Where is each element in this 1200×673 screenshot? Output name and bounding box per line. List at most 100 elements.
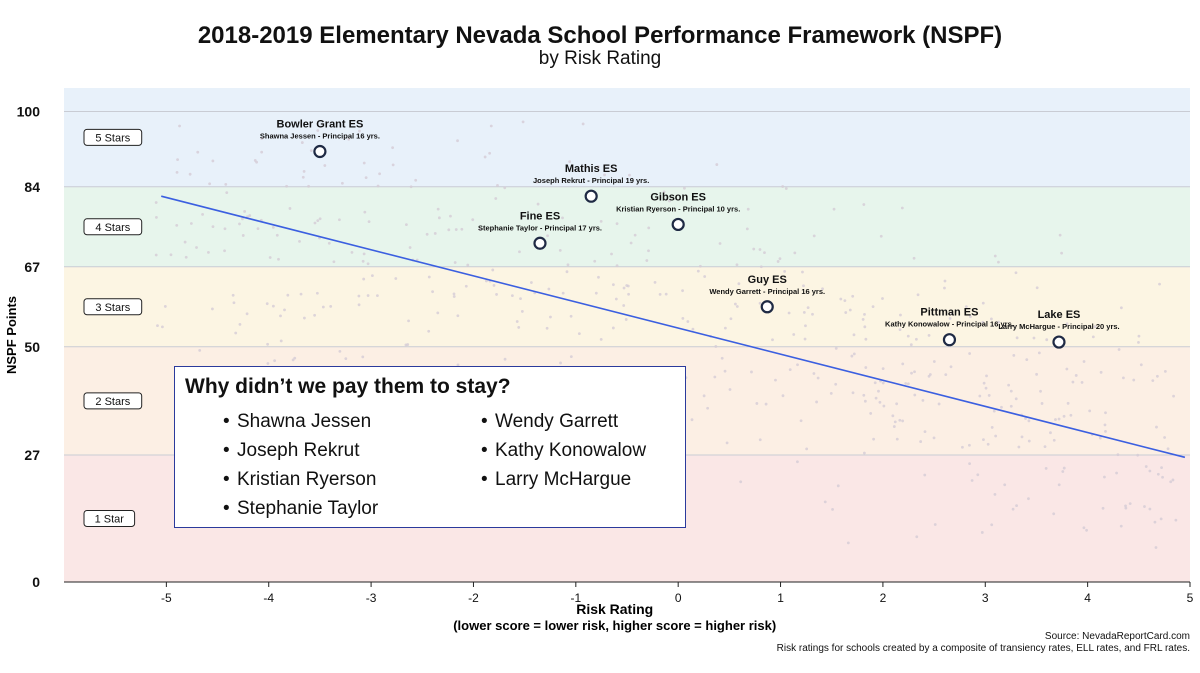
background-point — [968, 462, 971, 466]
background-point — [163, 305, 167, 308]
background-point — [329, 304, 333, 308]
background-point — [484, 279, 488, 283]
background-point — [1124, 506, 1128, 510]
background-point — [864, 366, 868, 369]
background-point — [633, 233, 637, 237]
background-point — [781, 185, 785, 188]
background-point — [703, 275, 707, 278]
background-point — [968, 443, 971, 447]
background-point — [253, 159, 257, 162]
background-point — [879, 234, 883, 238]
background-point — [923, 473, 927, 477]
background-point — [627, 292, 630, 296]
background-point — [910, 371, 913, 375]
background-point — [569, 314, 573, 318]
background-point — [873, 381, 877, 385]
background-point — [1143, 505, 1146, 508]
background-point — [521, 120, 525, 124]
background-point — [821, 287, 824, 291]
background-point — [452, 292, 456, 296]
principal-label: Kristian Ryerson - Principal 10 yrs. — [616, 204, 740, 213]
background-point — [943, 279, 947, 283]
background-point — [978, 394, 982, 398]
background-point — [806, 306, 810, 310]
school-point — [1052, 335, 1066, 349]
background-point — [1128, 502, 1132, 506]
background-point — [1103, 475, 1106, 479]
background-point — [872, 437, 876, 441]
background-point — [803, 337, 807, 341]
band-label: 1 Star — [95, 513, 125, 525]
background-point — [1116, 453, 1120, 457]
background-point — [981, 320, 985, 324]
background-point — [645, 259, 649, 262]
background-point — [1069, 413, 1073, 417]
x-tick-label: 0 — [675, 591, 682, 605]
footnote: Risk ratings for schools created by a co… — [776, 643, 1190, 654]
background-point — [1132, 378, 1136, 382]
background-point — [1037, 351, 1041, 355]
background-point — [243, 210, 247, 213]
background-point — [154, 201, 158, 204]
background-point — [893, 420, 897, 424]
background-point — [1151, 379, 1155, 383]
school-point — [533, 236, 547, 250]
background-point — [225, 191, 229, 195]
band-label-box — [83, 128, 143, 146]
background-point — [327, 241, 331, 245]
background-point — [318, 217, 322, 221]
background-point — [844, 311, 848, 314]
background-point — [471, 218, 475, 222]
school-name-label: Gibson ES — [650, 191, 706, 203]
background-point — [340, 181, 344, 185]
background-point — [895, 437, 899, 441]
background-point — [338, 218, 341, 222]
school-name-label: Fine ES — [520, 210, 560, 222]
background-point — [755, 402, 759, 405]
background-point — [313, 221, 317, 225]
background-point — [799, 419, 803, 423]
background-point — [750, 370, 753, 374]
background-point — [367, 220, 371, 223]
background-point — [1104, 411, 1107, 415]
background-point — [611, 326, 615, 330]
background-point — [895, 402, 899, 406]
background-point — [1052, 512, 1056, 516]
background-point — [691, 327, 695, 331]
background-point — [492, 284, 496, 287]
background-point — [189, 222, 193, 225]
background-point — [792, 333, 796, 336]
background-point — [466, 263, 470, 267]
background-point — [1014, 271, 1018, 275]
background-point — [299, 292, 303, 296]
background-point — [266, 342, 270, 346]
background-point — [1065, 322, 1069, 326]
background-point — [599, 219, 603, 223]
background-point — [358, 129, 361, 133]
list-item: Larry McHargue — [443, 465, 646, 494]
school-point — [671, 217, 685, 232]
background-point — [207, 250, 210, 254]
background-point — [763, 251, 766, 255]
background-point — [848, 308, 852, 312]
background-point — [737, 282, 741, 286]
background-point — [1163, 436, 1166, 439]
background-point — [307, 184, 310, 188]
background-point — [815, 400, 818, 404]
background-point — [932, 436, 936, 440]
background-point — [981, 301, 985, 305]
background-point — [615, 264, 619, 268]
background-point — [238, 322, 242, 326]
background-point — [494, 197, 498, 200]
background-point — [829, 391, 833, 395]
background-point — [483, 155, 487, 159]
background-point — [362, 277, 366, 281]
background-point — [515, 320, 519, 323]
background-point — [1172, 394, 1175, 398]
x-axis-label-note: (lower score = lower risk, higher score … — [453, 618, 776, 633]
background-point — [577, 332, 581, 335]
y-tick-label: 50 — [24, 339, 40, 355]
background-point — [154, 253, 158, 257]
background-point — [245, 312, 249, 316]
list-item: Kristian Ryerson — [185, 465, 443, 494]
